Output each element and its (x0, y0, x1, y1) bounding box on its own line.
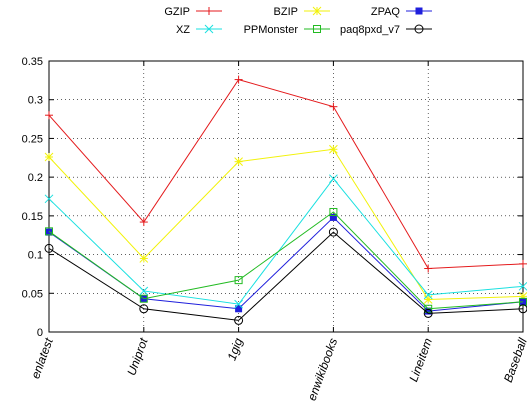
chart-legend: GZIP BZIP ZPAQ XZ PPMonster paq8pxd_v7 (164, 6, 432, 36)
data-point (424, 307, 432, 315)
legend-label: GZIP (164, 6, 190, 18)
data-point (423, 308, 433, 318)
series-paq8pxd-v7 (44, 227, 527, 325)
data-point (234, 299, 243, 309)
series-line (48, 148, 524, 300)
data-point (329, 102, 338, 111)
data-point (329, 144, 338, 154)
data-point (329, 174, 338, 184)
legend-entry: XZ (176, 24, 222, 36)
series-xz (44, 174, 527, 309)
data-point (234, 315, 244, 325)
legend-entry: ZPAQ (371, 6, 432, 18)
data-point (329, 213, 337, 221)
legend-label: PPMonster (244, 24, 299, 36)
legend-label: paq8pxd_v7 (340, 24, 400, 36)
plot-area-frame (48, 60, 524, 333)
y-tick-label: 0.15 (22, 211, 43, 223)
y-tick-label: 0.25 (22, 133, 43, 145)
series-line (48, 216, 524, 312)
data-point (424, 304, 433, 313)
legend-label: BZIP (274, 6, 298, 18)
legend-entry: paq8pxd_v7 (340, 24, 432, 36)
y-tick-label: 0 (37, 327, 43, 339)
y-axis: 0 0.05 0.1 0.15 0.2 0.25 0.3 0.35 (22, 56, 523, 339)
data-point (519, 259, 527, 268)
data-point (139, 304, 149, 314)
y-tick-label: 0.35 (22, 56, 43, 68)
legend-marker (313, 25, 321, 33)
legend-entry: GZIP (164, 6, 222, 18)
data-point (234, 75, 243, 84)
x-tick-label: Baseball (501, 336, 527, 384)
data-point (139, 286, 149, 296)
x-tick-label: Uniprot (124, 336, 151, 378)
legend-entry: PPMonster (244, 24, 330, 36)
series-line (48, 177, 524, 305)
y-tick-label: 0.2 (28, 172, 43, 184)
series-line (48, 231, 524, 321)
data-point (139, 254, 149, 263)
legend-entry: BZIP (274, 6, 330, 18)
data-point (234, 276, 243, 285)
legend-label: ZPAQ (371, 6, 401, 18)
x-tick-label: enwikibooks (305, 336, 341, 402)
legend-label: XZ (176, 24, 190, 36)
data-point (518, 304, 527, 314)
data-point (424, 264, 433, 273)
data-point (45, 228, 53, 236)
x-tick-label: enlatest (28, 336, 56, 381)
data-point (518, 281, 527, 291)
data-point (139, 294, 148, 303)
data-point (45, 111, 53, 120)
data-point (234, 157, 243, 167)
data-point (235, 305, 243, 313)
legend-marker (414, 24, 424, 34)
data-point (328, 227, 338, 237)
legend-marker (312, 6, 322, 16)
data-point (44, 194, 54, 204)
data-point (423, 290, 433, 300)
series-line (48, 79, 524, 270)
x-tick-label: 1gig (225, 336, 246, 362)
x-axis: enlatest Uniprot 1gig enwikibooks Lineitem Ba… (28, 61, 527, 402)
data-point (44, 243, 54, 253)
series-bzip (44, 144, 527, 304)
chart-grid (49, 61, 523, 332)
data-point (423, 295, 433, 304)
chart-series (44, 75, 527, 325)
y-tick-label: 0.3 (28, 95, 43, 107)
series-zpaq (45, 213, 527, 315)
y-tick-label: 0.1 (28, 250, 43, 262)
data-point (44, 152, 54, 162)
y-tick-label: 0.05 (22, 288, 43, 300)
legend-marker (205, 7, 213, 15)
legend-marker (415, 7, 423, 15)
series-gzip (45, 75, 527, 273)
series-line (48, 211, 524, 310)
series-ppmonster (45, 207, 527, 313)
data-point (329, 207, 338, 216)
legend-marker (204, 24, 214, 34)
data-point (45, 227, 53, 236)
data-point (139, 218, 148, 227)
x-tick-label: Lineitem (406, 336, 435, 383)
